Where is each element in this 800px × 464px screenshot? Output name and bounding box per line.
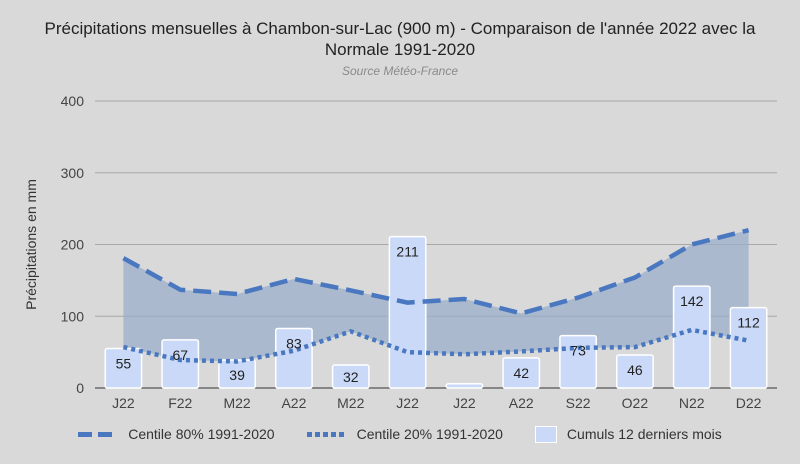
bar-value-label: 39	[229, 367, 245, 383]
bar-value-label: 112	[737, 315, 760, 331]
bar-value-label: 46	[627, 362, 643, 378]
x-tick-label: J22	[453, 395, 476, 411]
x-tick-label: O22	[622, 395, 649, 411]
y-tick-label: 200	[61, 237, 85, 253]
legend-dashed-line-swatch	[78, 431, 119, 437]
x-tick-label: J22	[396, 395, 419, 411]
legend-dotted-line-swatch	[306, 431, 347, 437]
chart-title-line-2: Normale 1991-2020	[324, 40, 476, 59]
percentile-lines	[122, 227, 750, 364]
y-tick-label: 300	[61, 165, 85, 181]
bar-M22	[331, 364, 370, 389]
bar-value-label: 67	[172, 347, 188, 363]
x-tick-label: J22	[112, 395, 135, 411]
chart-text: 0 100 200 300 400 Précipitations en mm 55 67 39 8…	[23, 93, 762, 411]
chart-title: Précipitations mensuelles à Chambon-sur-…	[0, 18, 800, 60]
bar-F22	[161, 339, 200, 389]
bar-A22	[502, 357, 541, 389]
x-tick-label: A22	[281, 395, 306, 411]
y-tick-label: 0	[76, 380, 84, 396]
x-tick-label: F22	[168, 395, 192, 411]
percentile-band	[123, 230, 749, 362]
legend-item-p20: Centile 20% 1991-2020	[306, 426, 503, 442]
bar-value-label: 142	[680, 293, 704, 309]
bar-value-label: 42	[513, 365, 529, 381]
line-centile-20	[122, 327, 750, 364]
legend-label-p20: Centile 20% 1991-2020	[356, 426, 503, 442]
bar-value-label: 83	[286, 335, 302, 351]
bar-O22	[615, 354, 654, 389]
chart-subtitle: Source Météo-France	[341, 64, 459, 78]
line-centile-80	[122, 227, 750, 316]
legend-item-p80: Centile 80% 1991-2020	[78, 426, 275, 442]
x-tick-label: A22	[509, 395, 534, 411]
y-tick-label: 100	[61, 308, 85, 324]
legend-bar-swatch	[534, 425, 557, 443]
chart-title-line-1: Précipitations mensuelles à Chambon-sur-…	[44, 19, 756, 38]
y-tick-label: 400	[61, 93, 85, 109]
legend-label-cumuls: Cumuls 12 derniers mois	[566, 426, 722, 442]
percentile-band-area	[123, 230, 749, 362]
bar-value-label: 32	[343, 369, 359, 385]
bar-value-label: 73	[570, 343, 586, 359]
legend-label-p80: Centile 80% 1991-2020	[128, 426, 275, 442]
bar-J22	[445, 382, 484, 389]
x-tick-label: M22	[337, 395, 364, 411]
legend-item-cumuls: Cumuls 12 derniers mois	[534, 425, 722, 443]
bar-D22	[729, 306, 768, 389]
bar-J22	[388, 235, 427, 389]
x-tick-label: D22	[736, 395, 762, 411]
bar-value-label: 211	[396, 244, 419, 260]
legend: Centile 80% 1991-2020 Centile 20% 1991-2…	[0, 424, 800, 444]
y-axis-label: Précipitations en mm	[23, 179, 39, 310]
x-tick-label: M22	[223, 395, 250, 411]
bar-value-label: 55	[116, 356, 132, 372]
x-tick-label: N22	[679, 395, 705, 411]
bar-A22	[274, 327, 313, 389]
x-tick-label: S22	[566, 395, 591, 411]
